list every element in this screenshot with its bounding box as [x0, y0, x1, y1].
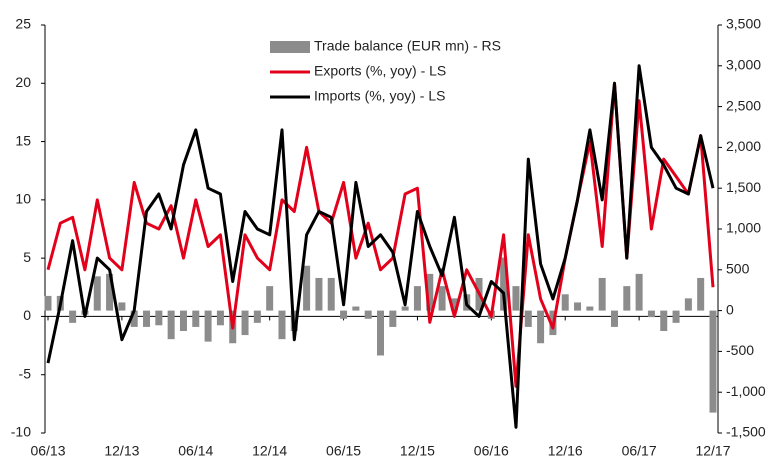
legend-label: Exports (%, yoy) - LS	[314, 63, 446, 79]
x-tick-label: 06/15	[326, 443, 361, 459]
bar	[340, 310, 348, 319]
bar	[450, 298, 458, 311]
x-tick-label: 12/13	[104, 443, 139, 459]
bar	[524, 310, 532, 327]
y2-tick-label: 0	[726, 301, 734, 317]
y2-tick-label: -1,500	[726, 424, 766, 440]
y2-tick-label: 2,000	[726, 138, 761, 154]
bar	[561, 294, 569, 311]
x-tick-label: 06/16	[474, 443, 509, 459]
y2-tick-label: 1,500	[726, 179, 761, 195]
x-tick-label: 06/13	[30, 443, 65, 459]
y-tick-label: 15	[15, 132, 31, 148]
bar	[327, 277, 335, 311]
bar	[438, 286, 446, 311]
bar	[216, 310, 224, 326]
bar	[598, 277, 606, 311]
y2-tick-label: 500	[726, 261, 750, 277]
y-tick-label: 25	[15, 16, 31, 32]
bar	[118, 302, 126, 311]
y-tick-label: 0	[23, 307, 31, 323]
y2-tick-label: 1,000	[726, 220, 761, 236]
bar	[660, 310, 668, 331]
bar	[610, 310, 618, 327]
bar	[278, 310, 286, 340]
x-tick-label: 12/16	[548, 443, 583, 459]
y2-tick-label: -500	[726, 342, 754, 358]
bar	[709, 310, 717, 413]
bar	[672, 310, 680, 323]
line	[46, 81, 715, 388]
y2-tick-label: 3,500	[726, 16, 761, 32]
bar	[586, 306, 594, 311]
bar	[179, 310, 187, 331]
x-tick-label: 06/17	[622, 443, 657, 459]
x-tick-label: 12/15	[400, 443, 435, 459]
y-tick-label: 10	[15, 191, 31, 207]
bar	[315, 277, 323, 311]
x-tick-label: 12/17	[695, 443, 730, 459]
legend-swatch	[270, 41, 310, 53]
bar	[93, 276, 101, 311]
bar	[130, 310, 138, 327]
bar	[204, 310, 212, 342]
line	[46, 64, 715, 429]
bar	[500, 257, 508, 311]
x-tick-label: 12/14	[252, 443, 287, 459]
x-tick-label: 06/14	[178, 443, 213, 459]
bar	[192, 310, 200, 327]
y-tick-label: 20	[15, 74, 31, 90]
bar	[574, 302, 582, 311]
y2-tick-label: 3,000	[726, 57, 761, 73]
bar	[512, 286, 520, 311]
bar	[266, 286, 274, 311]
y-tick-label: -10	[11, 424, 31, 440]
bar	[364, 310, 372, 319]
bar	[426, 273, 434, 311]
bar	[537, 310, 545, 344]
y-tick-label: 5	[23, 249, 31, 265]
bar	[684, 298, 692, 311]
bar	[106, 273, 114, 311]
bar	[389, 310, 397, 327]
bar	[44, 295, 52, 311]
legend-label: Trade balance (EUR mn) - RS	[314, 38, 501, 54]
legend-label: Imports (%, yoy) - LS	[314, 88, 445, 104]
bar	[143, 310, 151, 327]
bar	[647, 310, 655, 318]
bar	[697, 277, 705, 311]
bar	[635, 273, 643, 311]
y2-tick-label: -1,000	[726, 383, 766, 399]
bar	[155, 310, 163, 326]
bar	[413, 286, 421, 311]
bar	[623, 286, 631, 311]
bar	[352, 306, 360, 311]
bar	[377, 310, 384, 356]
bar	[241, 310, 249, 336]
bar	[303, 265, 311, 311]
bar	[253, 310, 261, 323]
bar	[401, 306, 409, 311]
bar	[167, 310, 175, 340]
y-tick-label: -5	[19, 365, 32, 381]
bar	[69, 310, 77, 323]
y2-tick-label: 2,500	[726, 97, 761, 113]
